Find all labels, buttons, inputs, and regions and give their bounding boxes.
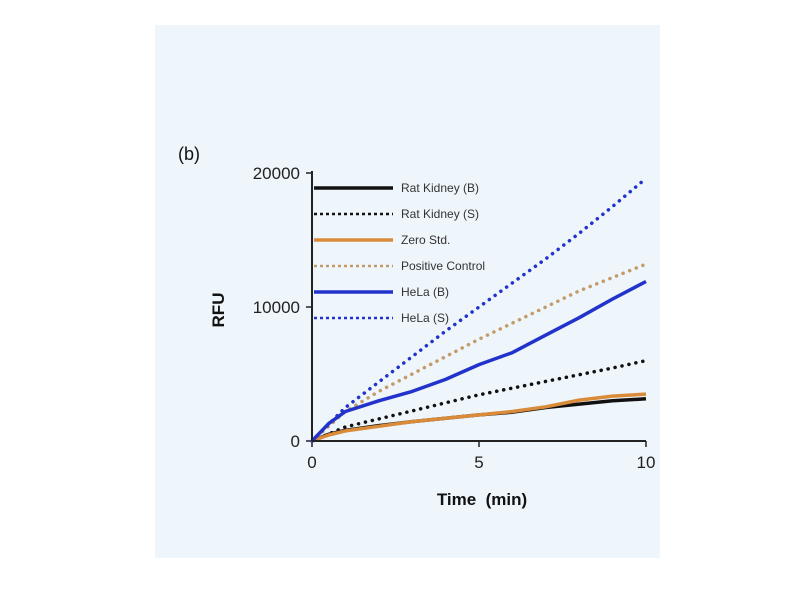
x-axis-title: Time (min)	[437, 490, 527, 509]
y-tick-label: 0	[291, 432, 300, 451]
legend-label: Zero Std.	[401, 233, 450, 247]
series-line-5	[310, 176, 648, 443]
y-tick-label: 20000	[253, 164, 300, 183]
legend-label: Positive Control	[401, 259, 485, 273]
legend-label: HeLa (B)	[401, 285, 449, 299]
x-tick-label: 0	[307, 453, 316, 472]
series-line-2	[311, 392, 647, 443]
panel-label: (b)	[178, 144, 200, 164]
x-tick-label: 5	[474, 453, 483, 472]
legend-label: Rat Kidney (B)	[401, 181, 479, 195]
x-axis-ticks: 0 5 10	[307, 441, 655, 472]
series-lines	[310, 176, 648, 443]
series-line-4	[310, 279, 647, 443]
legend-label: Rat Kidney (S)	[401, 207, 479, 221]
x-tick-label: 10	[637, 453, 656, 472]
y-tick-label: 10000	[253, 298, 300, 317]
legend: Rat Kidney (B) Rat Kidney (S) Zero Std. Pos…	[314, 181, 485, 325]
series-line-3	[310, 262, 648, 443]
legend-label: HeLa (S)	[401, 311, 449, 325]
y-axis-ticks: 0 10000 20000	[253, 164, 312, 451]
y-axis-title: RFU	[209, 293, 228, 328]
